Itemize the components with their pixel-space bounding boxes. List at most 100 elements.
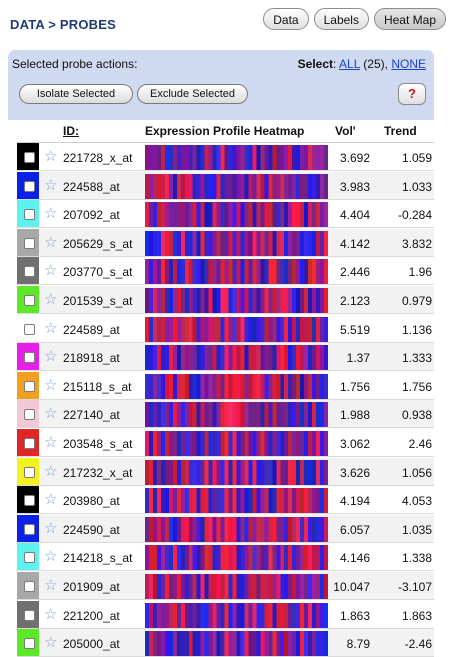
star-icon[interactable]: ☆ — [44, 577, 58, 594]
probe-checkbox[interactable] — [24, 409, 35, 420]
trend-value: 1.756 — [401, 380, 432, 394]
probe-id[interactable]: 221200_at — [63, 609, 120, 623]
row-divider — [17, 542, 434, 543]
trend-value: 1.035 — [401, 523, 432, 537]
table-header — [17, 120, 434, 143]
probe-id[interactable]: 205000_at — [63, 637, 120, 651]
expression-heatmap-cell — [145, 145, 328, 170]
trend-value: 1.96 — [408, 265, 432, 279]
row-divider — [17, 170, 434, 171]
probe-id[interactable]: 203770_s_at — [63, 265, 133, 279]
probe-checkbox[interactable] — [24, 495, 35, 506]
probe-checkbox[interactable] — [24, 152, 35, 163]
vol-value: 2.123 — [339, 294, 370, 308]
select-all-link[interactable]: ALL — [339, 57, 360, 71]
probe-checkbox[interactable] — [24, 352, 35, 363]
probe-checkbox[interactable] — [24, 295, 35, 306]
probe-id[interactable]: 218918_at — [63, 351, 120, 365]
vol-value: 3.062 — [339, 437, 370, 451]
probe-id[interactable]: 224588_at — [63, 180, 120, 194]
probe-id[interactable]: 203548_s_at — [63, 437, 133, 451]
help-button[interactable]: ? — [398, 83, 426, 105]
row-divider — [17, 256, 434, 257]
probe-id[interactable]: 224590_at — [63, 523, 120, 537]
star-icon[interactable]: ☆ — [44, 348, 58, 365]
probe-checkbox[interactable] — [24, 467, 35, 478]
vol-value: 1.863 — [339, 609, 370, 623]
expression-heatmap-cell — [145, 374, 328, 399]
row-divider — [17, 599, 434, 600]
star-icon[interactable]: ☆ — [44, 520, 58, 537]
probe-checkbox[interactable] — [24, 209, 35, 220]
probe-id[interactable]: 217232_x_at — [63, 466, 133, 480]
star-icon[interactable]: ☆ — [44, 377, 58, 394]
probe-checkbox[interactable] — [24, 238, 35, 249]
star-icon[interactable]: ☆ — [44, 548, 58, 565]
probe-checkbox[interactable] — [24, 552, 35, 563]
probe-checkbox[interactable] — [24, 381, 35, 392]
probe-checkbox[interactable] — [24, 324, 35, 335]
trend-value: 3.832 — [401, 237, 432, 251]
probe-id[interactable]: 201539_s_at — [63, 294, 133, 308]
star-icon[interactable]: ☆ — [44, 320, 58, 337]
probe-checkbox[interactable] — [24, 438, 35, 449]
probe-id[interactable]: 214218_s_at — [63, 551, 133, 565]
probe-checkbox[interactable] — [24, 524, 35, 535]
select-none-link[interactable]: NONE — [391, 57, 426, 71]
probe-id[interactable]: 224589_at — [63, 323, 120, 337]
star-icon[interactable]: ☆ — [44, 491, 58, 508]
tab-data[interactable]: Data — [263, 8, 309, 30]
tab-labels[interactable]: Labels — [313, 8, 369, 30]
star-icon[interactable]: ☆ — [44, 262, 58, 279]
probe-checkbox[interactable] — [24, 266, 35, 277]
expression-heatmap-cell — [145, 174, 328, 199]
probe-id[interactable]: 207092_at — [63, 208, 120, 222]
star-icon[interactable]: ☆ — [44, 405, 58, 422]
expression-heatmap-cell — [145, 517, 328, 542]
vol-value: 8.79 — [346, 637, 370, 651]
probe-id[interactable]: 203980_at — [63, 494, 120, 508]
expression-heatmap-cell — [145, 603, 328, 628]
isolate-selected-button[interactable]: Isolate Selected — [19, 84, 133, 104]
row-divider — [17, 284, 434, 285]
trend-value: 1.136 — [401, 323, 432, 337]
page-title: DATA > PROBES — [10, 17, 117, 32]
star-icon[interactable]: ☆ — [44, 634, 58, 651]
trend-value: -0.284 — [397, 208, 432, 222]
probe-id[interactable]: 205629_s_at — [63, 237, 133, 251]
column-header-vol: Vol' — [335, 124, 356, 138]
probe-checkbox[interactable] — [24, 638, 35, 649]
expression-heatmap-cell — [145, 345, 328, 370]
star-icon[interactable]: ☆ — [44, 177, 58, 194]
star-icon[interactable]: ☆ — [44, 234, 58, 251]
vol-value: 3.626 — [339, 466, 370, 480]
star-icon[interactable]: ☆ — [44, 205, 58, 222]
probe-checkbox[interactable] — [24, 181, 35, 192]
vol-value: 2.446 — [339, 265, 370, 279]
expression-heatmap-cell — [145, 402, 328, 427]
probe-checkbox[interactable] — [24, 610, 35, 621]
trend-value: 1.338 — [401, 551, 432, 565]
top-bar: DATA > PROBES Data Labels Heat Map — [0, 0, 452, 46]
row-divider — [17, 456, 434, 457]
trend-value: -2.46 — [404, 637, 432, 651]
vol-value: 1.756 — [339, 380, 370, 394]
column-header-id[interactable]: ID: — [63, 124, 79, 138]
vol-value: 4.142 — [339, 237, 370, 251]
probe-id[interactable]: 221728_x_at — [63, 151, 133, 165]
probe-id[interactable]: 227140_at — [63, 408, 120, 422]
select-controls: Select: ALL (25), NONE — [297, 57, 426, 71]
star-icon[interactable]: ☆ — [44, 291, 58, 308]
probe-checkbox[interactable] — [24, 581, 35, 592]
exclude-selected-button[interactable]: Exclude Selected — [137, 84, 248, 104]
vol-value: 3.983 — [339, 180, 370, 194]
row-divider — [17, 227, 434, 228]
star-icon[interactable]: ☆ — [44, 434, 58, 451]
star-icon[interactable]: ☆ — [44, 463, 58, 480]
probe-id[interactable]: 215118_s_at — [63, 380, 132, 394]
row-divider — [17, 628, 434, 629]
probe-id[interactable]: 201909_at — [63, 580, 120, 594]
star-icon[interactable]: ☆ — [44, 148, 58, 165]
star-icon[interactable]: ☆ — [44, 606, 58, 623]
tab-heat-map[interactable]: Heat Map — [373, 8, 446, 30]
